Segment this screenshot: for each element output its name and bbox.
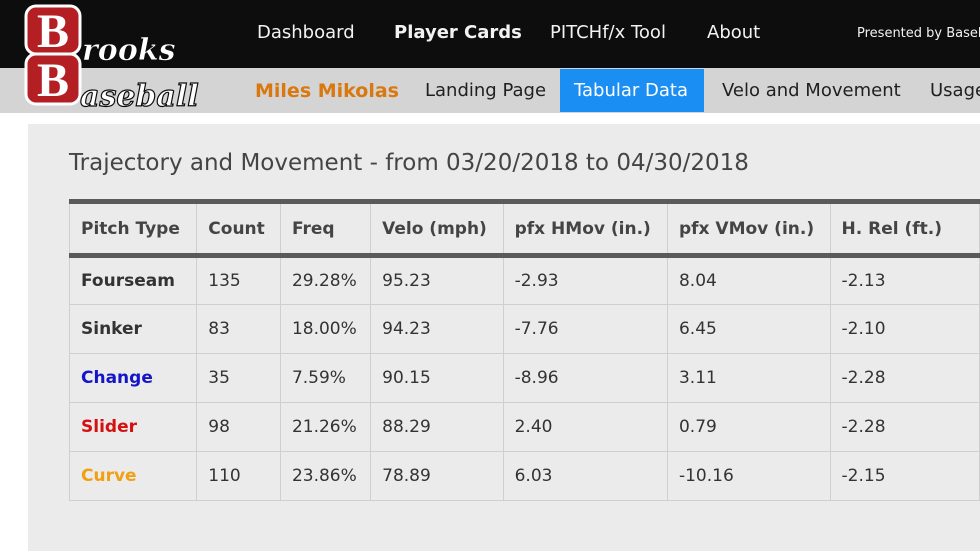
pitch-table: Pitch Type Count Freq Velo (mph) pfx HMo… — [68, 199, 980, 501]
table-cell: -2.93 — [502, 255, 668, 305]
header-freq[interactable]: Freq — [279, 201, 372, 258]
table-cell: -2.28 — [829, 353, 980, 403]
logo-text-bottom: aseball — [80, 79, 199, 112]
table-row: Slider 98 21.26% 88.29 2.40 0.79 -2.28 — [68, 402, 980, 452]
table-cell: 88.29 — [370, 402, 504, 452]
header-velo[interactable]: Velo (mph) — [370, 201, 504, 258]
nav-about[interactable]: About — [707, 22, 761, 43]
table-cell: 3.11 — [666, 353, 831, 403]
table-cell: 0.79 — [666, 402, 831, 452]
header-hrel[interactable]: H. Rel (ft.) — [829, 201, 980, 258]
brooks-baseball-logo[interactable]: B B rooks aseball — [22, 2, 232, 112]
table-header-row: Pitch Type Count Freq Velo (mph) pfx HMo… — [68, 201, 980, 258]
table-cell: 2.40 — [502, 402, 668, 452]
nav-dashboard[interactable]: Dashboard — [257, 22, 355, 43]
pitch-type-cell: Sinker — [68, 304, 198, 354]
table-cell: 8.04 — [666, 255, 831, 305]
sub-navbar: Miles Mikolas Landing Page Tabular Data … — [0, 68, 980, 113]
top-navbar: Dashboard Player Cards PITCHf/x Tool Abo… — [0, 0, 980, 68]
table-cell: 6.03 — [502, 451, 668, 501]
player-name[interactable]: Miles Mikolas — [255, 80, 399, 102]
pitch-type-cell: Change — [68, 353, 198, 403]
logo-letter-bottom: B — [37, 54, 69, 107]
tab-landing-page[interactable]: Landing Page — [425, 80, 547, 101]
table-cell: -2.10 — [829, 304, 980, 354]
table-cell: 135 — [196, 255, 281, 305]
nav-player-cards[interactable]: Player Cards — [394, 22, 522, 43]
header-count[interactable]: Count — [196, 201, 281, 258]
pitch-type-cell: Curve — [68, 451, 198, 501]
table-cell: 35 — [196, 353, 281, 403]
header-hmov[interactable]: pfx HMov (in.) — [502, 201, 668, 258]
table-cell: 23.86% — [279, 451, 372, 501]
table-cell: -10.16 — [666, 451, 831, 501]
table-cell: 18.00% — [279, 304, 372, 354]
table-cell: 78.89 — [370, 451, 504, 501]
tab-usage[interactable]: Usage — [930, 80, 980, 101]
table-cell: 7.59% — [279, 353, 372, 403]
table-row: Curve 110 23.86% 78.89 6.03 -10.16 -2.15 — [68, 451, 980, 501]
pitch-type-cell: Slider — [68, 402, 198, 452]
presented-by-text: Presented by Baseb — [857, 26, 980, 41]
pitch-type-cell: Fourseam — [68, 255, 198, 305]
table-cell: 21.26% — [279, 402, 372, 452]
nav-pitchfx-tool[interactable]: PITCHf/x Tool — [550, 22, 666, 43]
table-cell: -7.76 — [502, 304, 668, 354]
table-cell: 95.23 — [370, 255, 504, 305]
tab-tabular-data[interactable]: Tabular Data — [560, 69, 704, 112]
logo-text-top: rooks — [82, 33, 176, 68]
table-row: Sinker 83 18.00% 94.23 -7.76 6.45 -2.10 — [68, 304, 980, 354]
table-cell: 6.45 — [666, 304, 831, 354]
table-cell: 83 — [196, 304, 281, 354]
table-cell: 110 — [196, 451, 281, 501]
header-pitch-type[interactable]: Pitch Type — [68, 201, 198, 258]
logo-letter-top: B — [37, 5, 69, 58]
table-cell: -2.28 — [829, 402, 980, 452]
table-cell: 98 — [196, 402, 281, 452]
table-cell: 94.23 — [370, 304, 504, 354]
table-cell: -2.13 — [829, 255, 980, 305]
table-cell: -2.15 — [829, 451, 980, 501]
table-row: Fourseam 135 29.28% 95.23 -2.93 8.04 -2.13 — [68, 255, 980, 305]
tab-tabular-data-label: Tabular Data — [574, 80, 689, 101]
table-cell: -8.96 — [502, 353, 668, 403]
header-vmov[interactable]: pfx VMov (in.) — [666, 201, 831, 258]
page-title: Trajectory and Movement - from 03/20/201… — [69, 150, 749, 176]
table-cell: 29.28% — [279, 255, 372, 305]
table-cell: 90.15 — [370, 353, 504, 403]
tab-velo-and-movement[interactable]: Velo and Movement — [722, 80, 901, 101]
table-row: Change 35 7.59% 90.15 -8.96 3.11 -2.28 — [68, 353, 980, 403]
